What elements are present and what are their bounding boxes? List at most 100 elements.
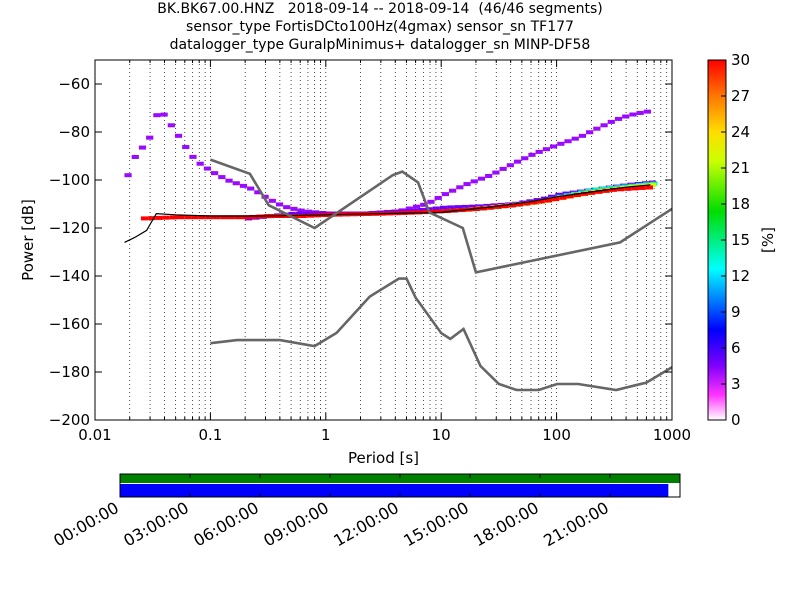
psd-cell	[447, 205, 455, 210]
psd-cell	[232, 181, 240, 186]
psd-cell	[234, 215, 242, 220]
psd-cell	[191, 215, 199, 220]
psd-cell	[607, 119, 615, 124]
timeline-tick-label: 21:00:00	[540, 498, 612, 550]
psd-cell	[167, 123, 175, 128]
x-tick-label: 0.1	[198, 426, 222, 444]
title-line-1: BK.BK67.00.HNZ 2018-09-14 -- 2018-09-14 …	[157, 1, 603, 17]
psd-cell	[564, 139, 572, 144]
y-tick-label: −80	[58, 123, 90, 141]
colorbar-tick-label: 9	[731, 303, 741, 321]
psd-cell	[220, 215, 228, 220]
psd-cell	[239, 183, 248, 188]
x-tick-label: 1000	[653, 426, 691, 444]
psd-cell	[599, 186, 608, 191]
y-tick-label: −100	[49, 171, 90, 189]
psd-cell	[422, 210, 430, 215]
psd-cell	[124, 173, 132, 178]
psd-cell	[643, 109, 651, 114]
psd-cell	[475, 204, 484, 209]
psd-cell	[571, 136, 579, 141]
psd-cell	[624, 186, 632, 191]
psd-cell	[432, 206, 440, 211]
colorbar: 0 3 6 9 12 15 18 21 24 27 30 [%]	[707, 51, 777, 429]
psd-cell	[146, 135, 154, 140]
psd-cell	[203, 166, 212, 171]
psd-cell	[138, 145, 147, 150]
psd-cell	[155, 215, 163, 220]
psd-cell	[174, 133, 183, 138]
psd-cell	[501, 204, 509, 209]
timeline-tick-label: 03:00:00	[120, 498, 192, 550]
psd-cell	[542, 147, 550, 152]
timeline-tick-label: 12:00:00	[330, 498, 402, 550]
psd-cell	[429, 209, 437, 214]
plot-frame	[94, 59, 673, 421]
colorbar-tick-label: 12	[731, 267, 750, 285]
psd-cell	[268, 198, 276, 203]
psd-cell	[310, 211, 318, 216]
psd-cell	[218, 175, 226, 180]
high-noise-model-line	[209, 158, 672, 274]
psd-cell	[443, 209, 452, 214]
psd-cell	[211, 171, 219, 176]
psd-cell	[434, 195, 442, 200]
colorbar-tick-label: 18	[731, 195, 750, 213]
psd-cell	[523, 201, 531, 206]
psd-cell	[227, 215, 235, 220]
y-axis-label: Power [dB]	[19, 199, 37, 281]
psd-cell	[189, 154, 197, 159]
coverage-bar-processed	[120, 474, 680, 483]
psd-cell	[213, 215, 221, 220]
psd-cell	[225, 178, 233, 183]
psd-cell	[530, 200, 538, 205]
psd-cell	[449, 188, 457, 193]
psd-cell	[275, 202, 284, 207]
psd-cell	[592, 187, 600, 192]
psd-cell	[614, 116, 623, 121]
psd-cell	[566, 194, 574, 199]
y-tick-label: −160	[49, 315, 90, 333]
x-axis-label: Period [s]	[348, 449, 419, 467]
psd-cell	[160, 112, 168, 117]
psd-cell	[588, 190, 596, 195]
psd-cell	[131, 154, 139, 159]
psd-cell	[247, 186, 255, 191]
colorbar-tick-label: 0	[731, 411, 741, 429]
psd-cell	[162, 215, 170, 220]
psd-cell	[198, 215, 206, 220]
psd-cell	[593, 126, 601, 131]
psd-cell	[622, 114, 630, 119]
psd-cell	[169, 215, 177, 220]
psd-cell	[494, 204, 502, 209]
timeline-tick-label: 09:00:00	[260, 498, 332, 550]
psd-cell	[515, 202, 524, 207]
psd-cell	[176, 215, 185, 220]
psd-cell	[629, 112, 637, 117]
psd-cell	[299, 214, 307, 218]
psd-cell	[485, 173, 493, 178]
psd-cell	[573, 193, 581, 198]
psd-cell	[506, 163, 514, 168]
psd-cell	[441, 192, 450, 197]
psd-cell	[585, 188, 593, 193]
psd-cell	[492, 170, 500, 175]
colorbar-tick-label: 24	[731, 123, 750, 141]
y-tick-label: −200	[49, 411, 90, 429]
psd-cell	[631, 186, 639, 191]
grid-lines	[129, 60, 668, 420]
psd-cell	[609, 187, 617, 192]
x-tick-label: 100	[542, 426, 571, 444]
colorbar-tick-label: 27	[731, 87, 750, 105]
psd-cell	[638, 185, 646, 190]
psd-cell	[412, 204, 421, 209]
psd-cell	[454, 205, 462, 210]
psd-cell	[148, 216, 156, 221]
psd-cell	[645, 185, 654, 190]
psd-cell	[297, 208, 305, 213]
psd-cell	[557, 141, 565, 146]
psd-cell	[439, 205, 448, 210]
psd-cell	[302, 211, 311, 216]
